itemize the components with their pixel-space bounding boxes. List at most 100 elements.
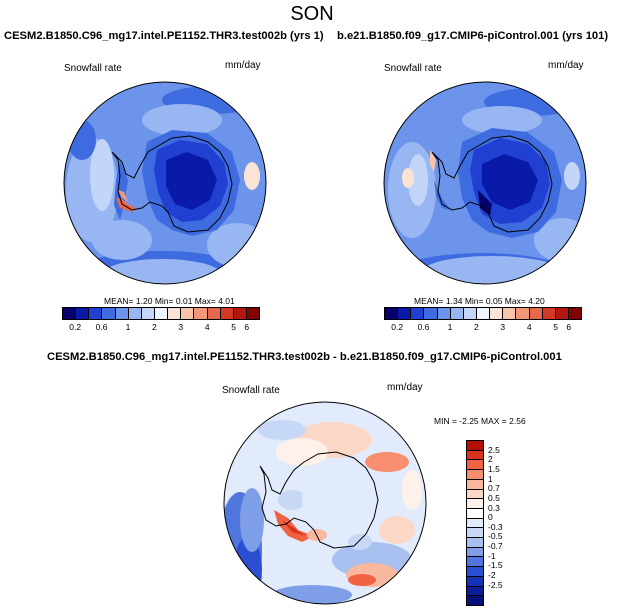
case-title-right: b.e21.B1850.f09_g17.CMIP6-piControl.001 … [337,30,609,42]
colorbar-swatch [385,308,399,319]
colorbar-tick-label: 5 [553,322,558,332]
colorbar-swatch [102,308,116,319]
colorbar-swatch [63,308,77,319]
colorbar-swatch [411,308,425,319]
colorbar-tick-label: 3 [500,322,506,332]
stats-diff: MIN = -2.25 MAX = 2.56 [434,416,526,426]
colorbar-swatch [555,308,569,319]
colorbar-swatch [467,528,483,539]
colorbar-swatches [384,307,582,320]
colorbar-swatch [115,308,129,319]
polar-map-right [383,81,587,285]
colorbar-swatch [424,308,438,319]
colorbar-swatch [467,576,483,587]
colorbar-swatch [467,460,483,471]
colorbar-swatch [467,538,483,548]
colorbar-swatch [141,308,155,319]
colorbar-swatch [467,557,483,568]
colorbar-tick-label: -2 [488,570,496,581]
colorbar-tick-label: 6 [566,322,572,332]
colorbar-swatch [467,499,483,509]
colorbar-swatch [516,308,530,319]
case-title-left: CESM2.B1850.C96_mg17.intel.PE1152.THR3.t… [4,30,324,42]
colorbar-swatch [467,450,483,461]
colorbar-diff [466,440,484,606]
colorbar-tick-label: 0.7 [488,483,500,494]
colorbar-swatch [168,308,182,319]
colorbar-swatch [529,308,543,319]
colorbar-tick-label: 0.3 [488,502,500,513]
colorbar-tick-label: 0.2 [391,322,404,332]
colorbar-tick-label: 0 [488,512,493,523]
colorbar-labels: 2.5 2 1.5 1 0.7 0.5 0.3 0 -0.3 -0.5 -0.7 -1 -1.5 -2 -2… [488,440,528,604]
colorbar-swatch [467,586,483,597]
colorbar-tick-label: -2.5 [488,579,503,590]
colorbar-swatch [194,308,208,319]
page-title: SON [290,3,334,25]
colorbar-tick-label: 2 [152,322,157,332]
colorbar-tick-label: 0.2 [69,322,82,332]
colorbar-tick-label: 4 [204,322,210,332]
colorbar-tick-label: -0.5 [488,531,503,542]
units-label-left: mm/day [225,60,261,71]
colorbar-tick-label: 1 [125,322,131,332]
colorbar-swatch [398,308,412,319]
variable-label-left: Snowfall rate [64,63,122,74]
colorbar-swatch [76,308,90,319]
case-title-diff: CESM2.B1850.C96_mg17.intel.PE1152.THR3.t… [47,351,562,363]
colorbar-swatches [466,440,484,606]
colorbar-tick-label: 5 [231,322,236,332]
variable-label-right: Snowfall rate [384,63,442,74]
colorbar-swatch [233,308,247,319]
colorbar-swatch [246,308,260,319]
colorbar-tick-label: 2.5 [488,444,500,455]
colorbar-tick-label: 1 [488,473,493,484]
units-label-right: mm/day [548,60,584,71]
colorbar-right: 0.2 0.6 1 2 3 4 5 6 [384,307,582,337]
colorbar-tick-label: 4 [526,322,532,332]
colorbar-tick-label: 1.5 [488,463,500,474]
colorbar-labels: 0.2 0.6 1 2 3 4 5 6 [384,322,582,334]
units-label-diff: mm/day [387,382,423,393]
colorbar-tick-label: -1 [488,550,496,561]
colorbar-swatch [467,518,483,529]
colorbar-swatch [463,308,477,319]
colorbar-swatch [467,508,483,519]
polar-map-diff [223,401,427,605]
colorbar-tick-label: -0.7 [488,541,503,552]
colorbar-swatch [207,308,221,319]
colorbar-tick-label: 0.6 [417,322,430,332]
colorbar-swatch [568,308,582,319]
colorbar-swatch [450,308,464,319]
colorbar-swatch [437,308,451,319]
colorbar-tick-label: -1.5 [488,560,503,571]
colorbar-swatch [467,567,483,577]
colorbar-swatch [467,479,483,490]
colorbar-swatch [503,308,517,319]
colorbar-swatch [220,308,234,319]
colorbar-left: 0.2 0.6 1 2 3 4 5 6 [62,307,260,337]
stats-left: MEAN= 1.20 Min= 0.01 Max= 4.01 [104,296,235,306]
colorbar-swatch [128,308,142,319]
colorbar-swatches [62,307,260,320]
colorbar-tick-label: 3 [178,322,184,332]
colorbar-tick-label: -0.3 [488,521,503,532]
colorbar-labels: 0.2 0.6 1 2 3 4 5 6 [62,322,260,334]
colorbar-tick-label: 1 [447,322,453,332]
colorbar-swatch [467,596,483,605]
colorbar-swatch [467,547,483,558]
colorbar-tick-label: 0.5 [488,492,500,503]
colorbar-tick-label: 6 [244,322,250,332]
stats-right: MEAN= 1.34 Min= 0.05 Max= 4.20 [414,296,545,306]
colorbar-swatch [467,441,483,451]
colorbar-swatch [467,489,483,500]
colorbar-swatch [154,308,169,319]
colorbar-tick-label: 0.6 [95,322,108,332]
variable-label-diff: Snowfall rate [222,385,280,396]
colorbar-swatch [476,308,491,319]
colorbar-swatch [542,308,556,319]
polar-map-left [63,81,267,285]
colorbar-tick-label: 2 [488,454,493,465]
colorbar-swatch [181,308,195,319]
colorbar-tick-label: 2 [474,322,479,332]
